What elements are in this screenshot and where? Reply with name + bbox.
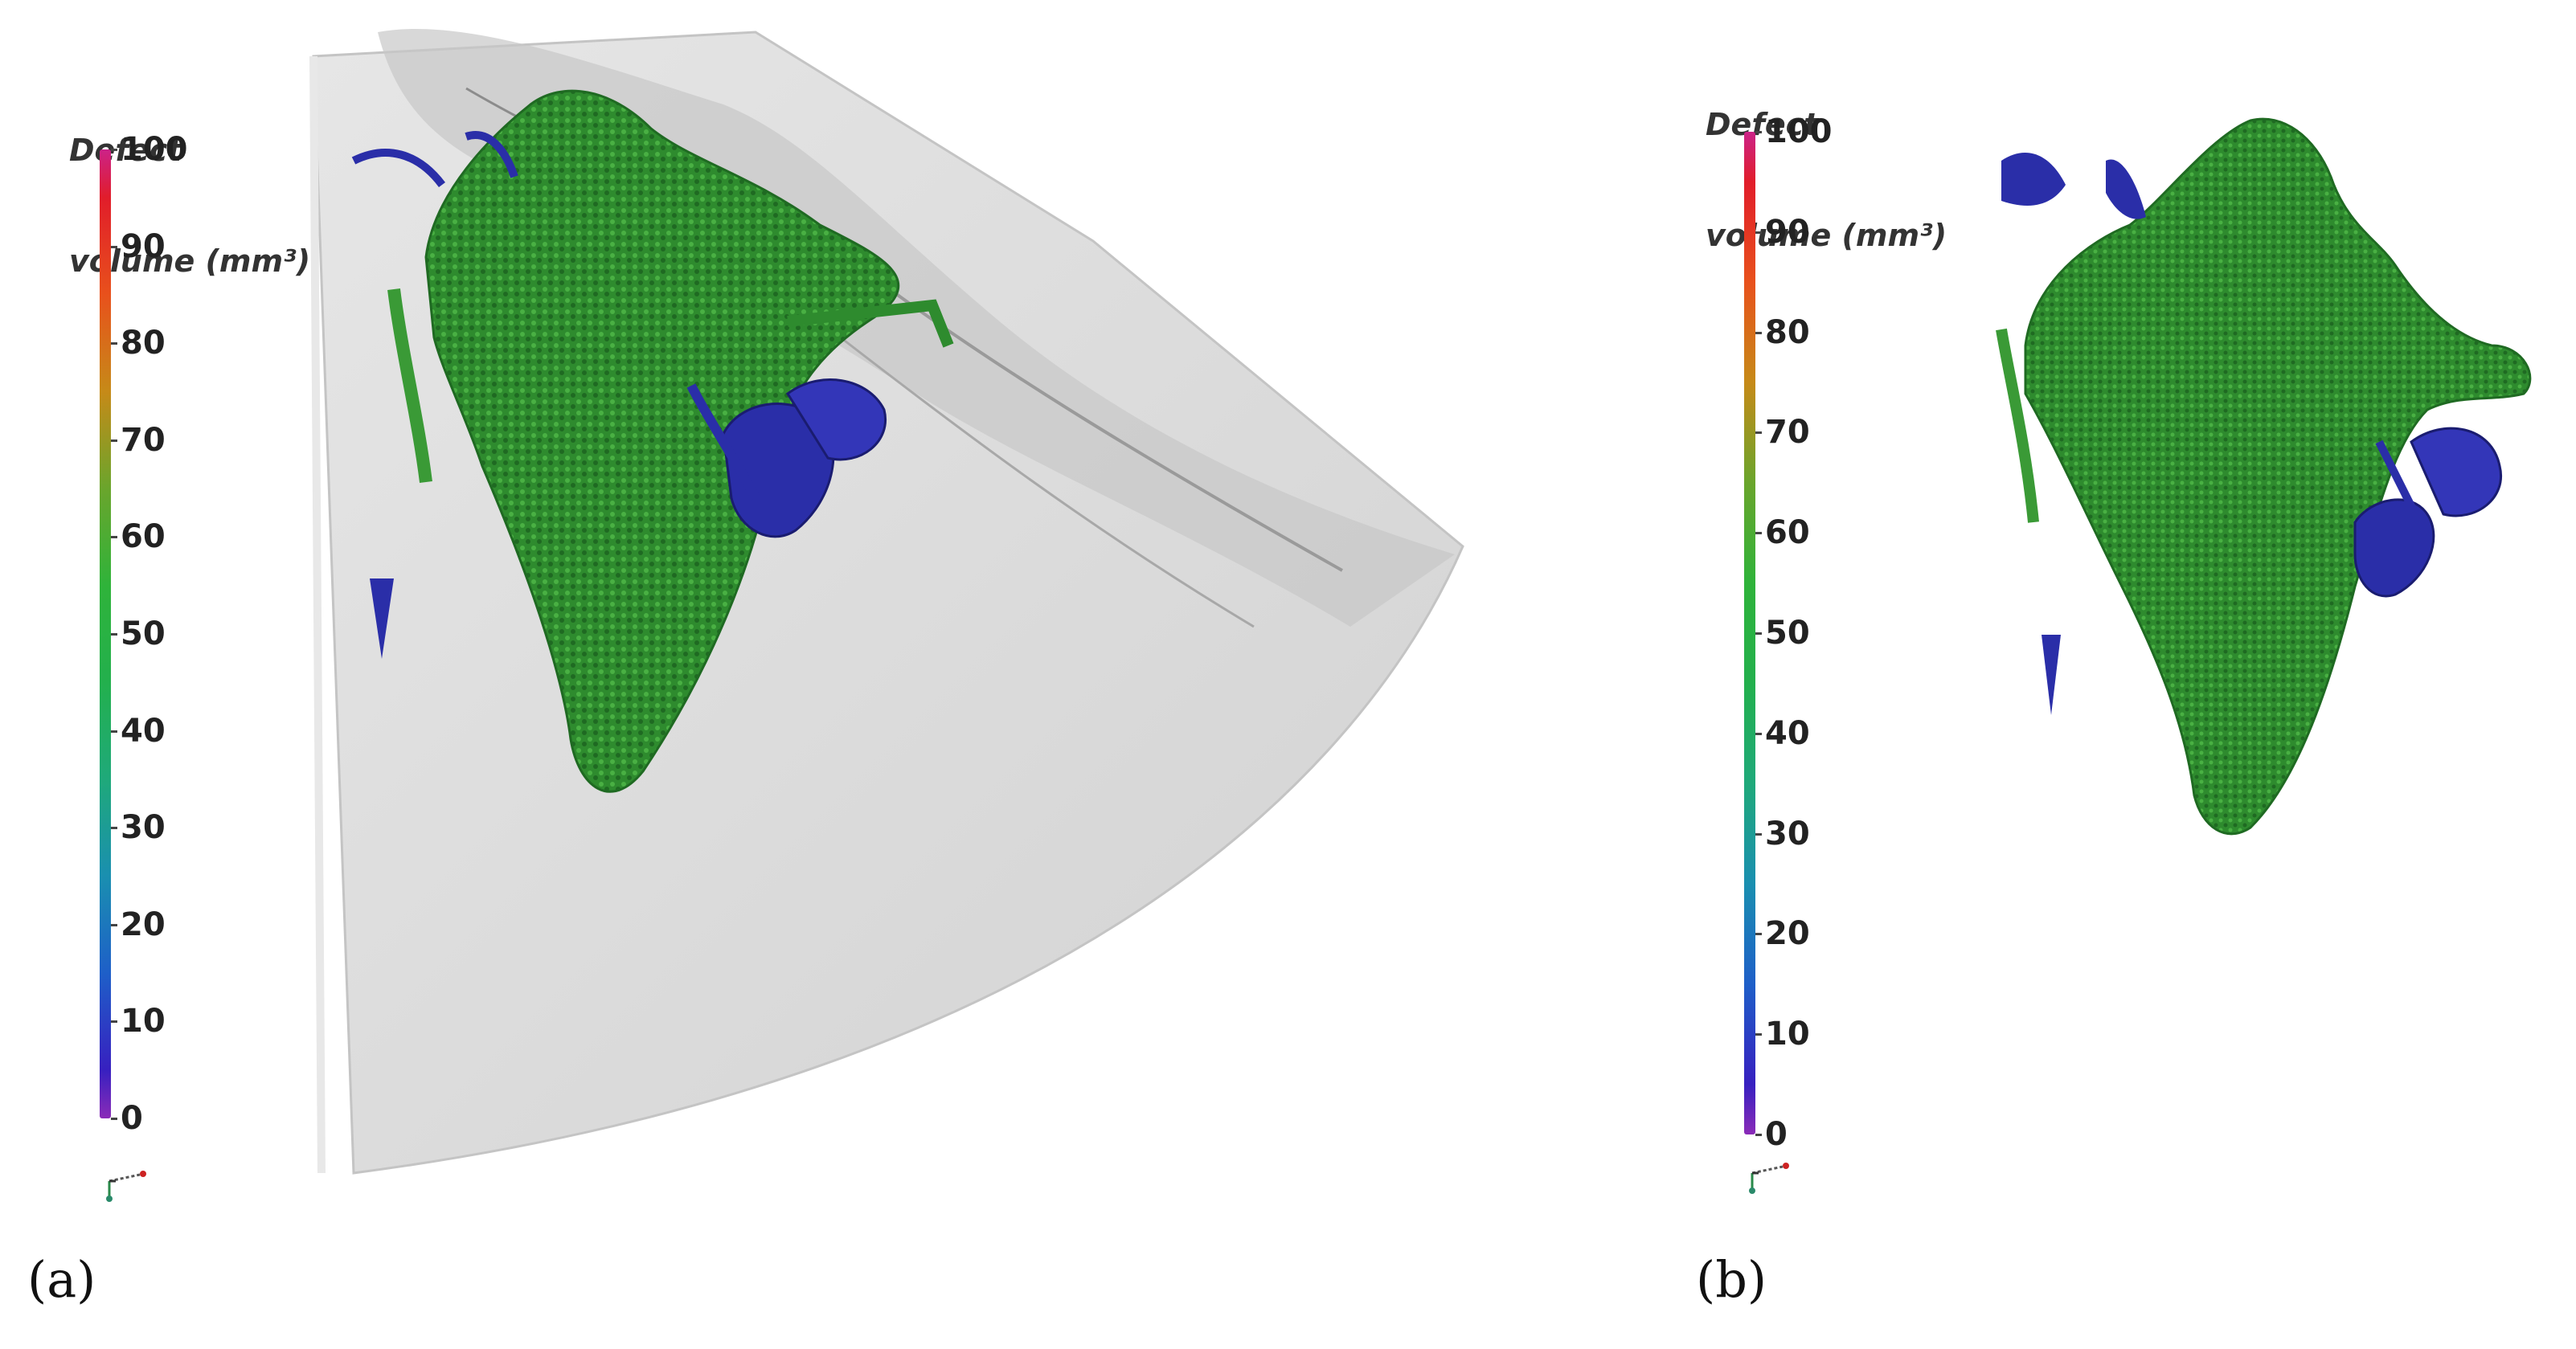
colorbar-tick-mark — [111, 827, 117, 830]
colorbar-tick-mark — [1755, 231, 1762, 234]
panel-label: (b) — [1696, 1250, 1767, 1309]
colorbar — [100, 149, 111, 1118]
colorbar-tick-label: 30 — [121, 809, 166, 847]
colorbar-tick-mark — [111, 923, 117, 926]
colorbar-tick-mark — [1755, 1033, 1762, 1036]
colorbar — [1744, 132, 1755, 1134]
colorbar-tick-label: 80 — [1765, 313, 1810, 351]
colorbar-tick-label: 20 — [1765, 915, 1810, 953]
colorbar-tick-label: 10 — [1765, 1016, 1810, 1053]
colorbar-tick-label: 40 — [1765, 714, 1810, 752]
colorbar-tick-mark — [1755, 933, 1762, 936]
colorbar-tick-label: 80 — [121, 325, 166, 362]
colorbar-title-line1: Defect — [69, 133, 182, 168]
colorbar-tick-label: 0 — [1765, 1116, 1788, 1153]
colorbar-tick-mark — [111, 730, 117, 733]
colorbar-tick-mark — [111, 536, 117, 539]
colorbar-tick-mark — [1755, 732, 1762, 735]
large-defect — [2024, 117, 2532, 836]
colorbar-title-line1: Defect — [1706, 107, 1819, 142]
colorbar-tick-mark — [111, 439, 117, 442]
colorbar-tick-mark — [1755, 832, 1762, 836]
colorbar-tick-label: 70 — [121, 421, 166, 459]
colorbar-tick-mark — [1755, 431, 1762, 435]
colorbar-tick-label: 60 — [121, 518, 166, 556]
colorbar-tick-label: 20 — [121, 905, 166, 943]
colorbar-tick-mark — [111, 1020, 117, 1024]
colorbar-tick-label: 40 — [121, 712, 166, 750]
colorbar-title-line2: volume (mm³) — [1706, 218, 1947, 253]
colorbar-tick-mark — [1755, 532, 1762, 535]
colorbar-tick-label: 50 — [1765, 615, 1810, 652]
colorbar-tick-label: 70 — [1765, 414, 1810, 452]
colorbar-title: Defect volume (mm³) — [1706, 32, 1947, 328]
colorbar-title: Defect volume (mm³) — [69, 58, 310, 354]
ct-render-defects-only — [1996, 117, 2532, 836]
colorbar-tick-label: 60 — [1765, 514, 1810, 552]
panel-label: (a) — [27, 1250, 96, 1309]
colorbar-tick-mark — [1755, 1134, 1762, 1136]
colorbar-tick-label: 50 — [121, 615, 166, 652]
colorbar-tick-label: 90 — [1765, 213, 1810, 251]
small-defect — [722, 403, 835, 538]
colorbar-tick-mark — [1755, 131, 1762, 133]
colorbar-tick-mark — [111, 1118, 117, 1120]
small-defect — [2353, 498, 2435, 598]
axis-triad-icon — [106, 1171, 146, 1202]
colorbar-tick-label: 10 — [121, 1003, 166, 1040]
colorbar-tick-mark — [111, 342, 117, 345]
colorbar-title-line2: volume (mm³) — [69, 243, 311, 279]
colorbar-tick-label: 100 — [1765, 113, 1833, 150]
colorbar-tick-label: 100 — [121, 131, 188, 168]
colorbar-tick-mark — [1755, 632, 1762, 635]
colorbar-tick-mark — [111, 245, 117, 248]
panel-a: Defect volume (mm³) 100 90 80 70 60 50 40 30 20 1… — [27, 29, 1464, 1309]
colorbar-tick-label: 0 — [121, 1100, 143, 1137]
colorbar-tick-mark — [1755, 331, 1762, 334]
colorbar-tick-label: 90 — [121, 227, 166, 265]
ct-render-with-shell — [309, 29, 1464, 1175]
colorbar-tick-label: 30 — [1765, 815, 1810, 852]
colorbar-tick-mark — [111, 633, 117, 636]
colorbar-tick-mark — [111, 149, 117, 151]
axis-triad-icon — [1749, 1163, 1789, 1194]
panel-b: Defect volume (mm³) 100 90 80 70 60 50 40 30 20 1… — [1656, 0, 2576, 1349]
